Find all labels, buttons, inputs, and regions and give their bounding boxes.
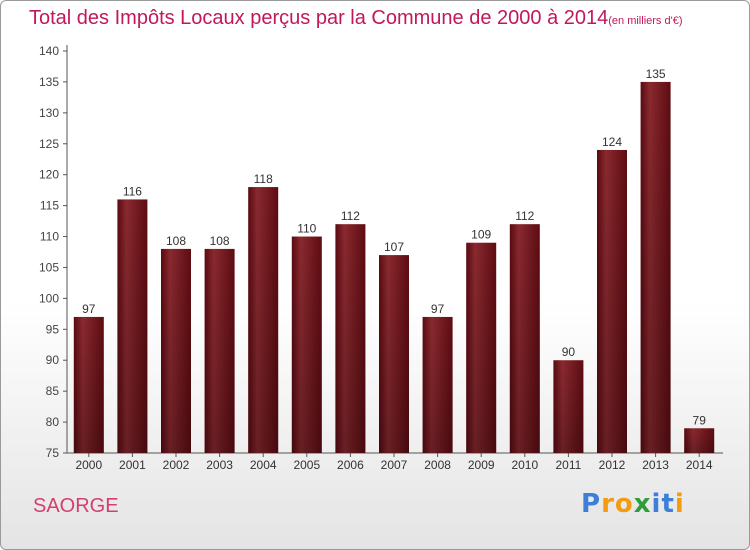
logo-letter: P (581, 489, 602, 519)
y-tick-label: 105 (39, 260, 59, 274)
y-tick-label: 110 (40, 230, 59, 244)
data-label: 109 (471, 228, 491, 242)
data-label: 124 (602, 135, 622, 149)
y-tick-label: 140 (39, 44, 59, 58)
bar-shade (73, 316, 104, 453)
logo-letter: t (661, 489, 675, 519)
y-tick-label: 80 (46, 415, 60, 429)
x-tick-label: 2008 (424, 458, 451, 472)
x-tick-label: 2005 (293, 458, 320, 472)
bar-shade (640, 81, 671, 453)
data-label: 107 (384, 240, 404, 254)
bar-shade (161, 248, 191, 453)
data-label: 79 (693, 413, 707, 427)
x-tick-label: 2004 (250, 458, 277, 472)
commune-name: SAORGE (33, 495, 119, 517)
data-label: 110 (297, 222, 316, 236)
bar-shade (204, 248, 235, 453)
logo-letter: r (601, 489, 615, 519)
x-tick-label: 2003 (206, 458, 233, 472)
y-tick-label: 75 (46, 446, 60, 460)
bar-shade (466, 242, 497, 453)
bar-shade (248, 187, 279, 454)
data-label: 97 (431, 302, 445, 316)
bar-shade (291, 236, 322, 453)
x-tick-label: 2014 (686, 458, 713, 472)
y-tick-label: 115 (40, 199, 59, 213)
y-tick-label: 130 (39, 106, 59, 120)
bar-shade (379, 255, 409, 453)
logo-letter: o (614, 489, 634, 519)
labels: 97 2000 116 2001 108 2002 108 2003 118 2004 110 200… (75, 67, 712, 472)
x-tick-label: 2011 (555, 458, 581, 472)
y-tick-label: 120 (39, 168, 59, 182)
bars (73, 81, 715, 454)
data-label: 90 (562, 345, 576, 359)
logo-letter: i (651, 489, 662, 519)
x-tick-label: 2007 (381, 458, 408, 472)
x-tick-label: 2001 (119, 458, 146, 472)
y-tick-label: 100 (39, 291, 59, 305)
data-label: 97 (82, 302, 96, 316)
y-tick-label: 95 (46, 322, 60, 336)
bar-shade (509, 224, 540, 453)
y-tick-label: 135 (39, 75, 59, 89)
data-label: 108 (166, 234, 186, 248)
title-text: Total des Impôts Locaux perçus par la Co… (29, 7, 609, 29)
bar-shade (684, 428, 715, 453)
logo-letter: x (633, 489, 652, 519)
data-label: 108 (210, 234, 230, 248)
x-tick-label: 2009 (468, 458, 495, 472)
x-tick-label: 2013 (642, 458, 669, 472)
data-label: 112 (341, 209, 360, 223)
chart-title: Total des Impôts Locaux perçus par la Co… (29, 7, 682, 30)
bar-shade (597, 149, 627, 453)
logo-letter: i (674, 489, 685, 519)
bar-shade (335, 224, 366, 453)
bar-shade (553, 360, 584, 453)
title-unit: (en milliers d'€) (608, 15, 683, 27)
data-label: 112 (515, 209, 534, 223)
x-tick-label: 2000 (75, 458, 102, 472)
x-tick-label: 2006 (337, 458, 364, 472)
data-label: 116 (123, 184, 142, 198)
y-tick-label: 125 (39, 137, 59, 151)
x-tick-label: 2010 (511, 458, 538, 472)
y-tick-label: 85 (46, 384, 60, 398)
y-tick-label: 90 (46, 353, 60, 367)
x-tick-label: 2012 (599, 458, 626, 472)
bar-shade (422, 316, 453, 453)
bar-shade (117, 199, 148, 453)
x-tick-label: 2002 (163, 458, 190, 472)
data-label: 135 (646, 67, 666, 81)
data-label: 118 (254, 172, 273, 186)
